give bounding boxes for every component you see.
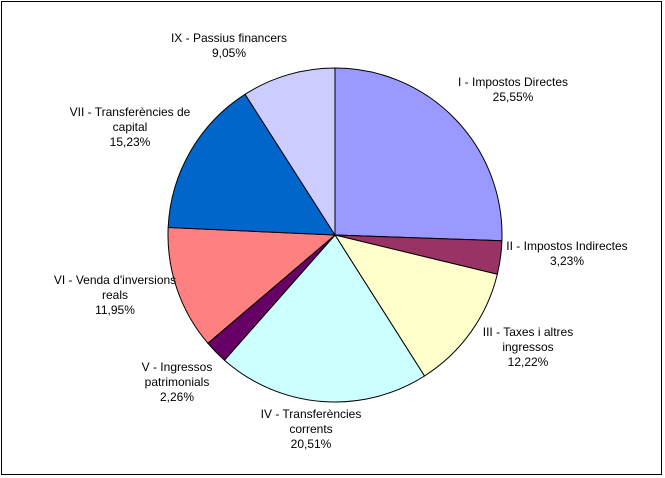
pie-label-7: VII - Transferències de capital 15,23% — [70, 105, 191, 149]
pie-label-percent: 15,23% — [110, 135, 151, 149]
pie-label-1: I - Impostos Directes 25,55% — [458, 75, 568, 104]
pie-label-line: VI - Venda d'inversions — [54, 273, 176, 287]
pie-label-2: II - Impostos Indirectes 3,23% — [506, 239, 627, 268]
pie-label-line: IX - Passius financers — [171, 31, 287, 45]
pie-label-percent: 11,95% — [95, 303, 135, 317]
pie-label-line: ingressos — [502, 340, 553, 354]
pie-label-line: VII - Transferències de — [70, 105, 191, 119]
pie-label-percent: 9,05% — [212, 46, 246, 60]
pie-label-line: corrents — [289, 422, 332, 436]
pie-label-percent: 12,22% — [508, 355, 549, 369]
pie-label-line: capital — [113, 120, 148, 134]
pie-label-line: reals — [102, 288, 128, 302]
pie-slice-8 — [244, 67, 336, 237]
pie-label-line: patrimonials — [145, 375, 210, 389]
pie-slice-3 — [333, 234, 498, 377]
pie-label-percent: 20,51% — [291, 437, 332, 451]
pie-slice-1 — [334, 67, 503, 242]
pie-slice-4 — [223, 234, 426, 403]
pie-label-6: VI - Venda d'inversions reals 11,95% — [54, 273, 176, 317]
pie-label-5: V - Ingressos patrimonials 2,26% — [142, 360, 213, 404]
pie-label-line: IV - Transferències — [261, 407, 362, 421]
pie-label-percent: 3,23% — [550, 254, 584, 268]
pie-slices — [167, 67, 503, 403]
pie-label-3: III - Taxes i altres ingressos 12,22% — [483, 325, 573, 369]
pie-label-percent: 2,26% — [160, 390, 194, 404]
pie-label-line: I - Impostos Directes — [458, 75, 568, 89]
pie-label-line: V - Ingressos — [142, 360, 213, 374]
pie-label-percent: 25,55% — [493, 90, 534, 104]
pie-label-8: IX - Passius financers 9,05% — [171, 31, 287, 60]
pie-slice-6 — [167, 226, 337, 345]
pie-label-line: III - Taxes i altres — [483, 325, 573, 339]
pie-slice-7 — [167, 93, 336, 236]
pie-label-4: IV - Transferències corrents 20,51% — [261, 407, 362, 451]
pie-label-line: II - Impostos Indirectes — [506, 239, 627, 253]
pie-labels: I - Impostos Directes 25,55% II - Impostos… — [54, 31, 628, 451]
